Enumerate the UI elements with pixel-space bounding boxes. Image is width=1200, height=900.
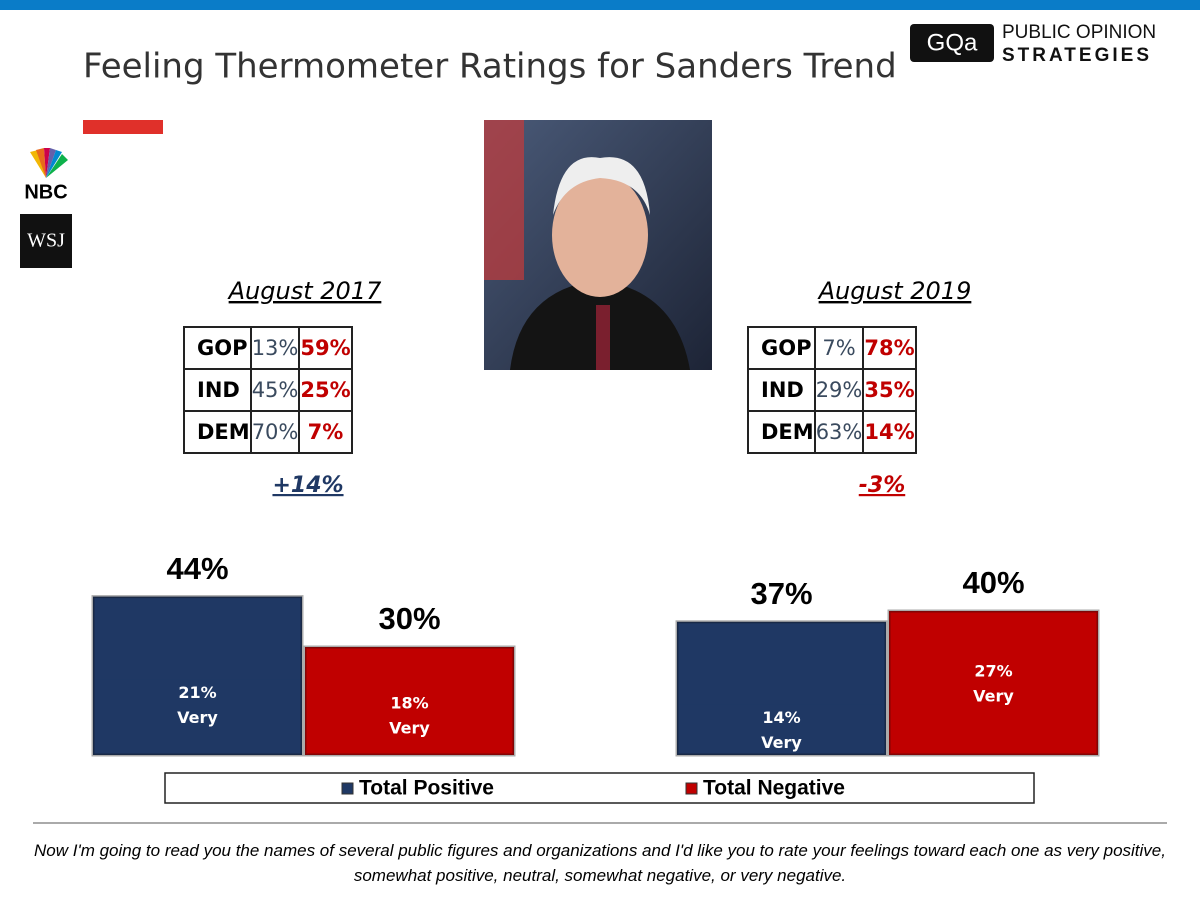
very-label: Very xyxy=(389,719,430,738)
accent xyxy=(83,120,163,134)
value-label: 37% xyxy=(750,576,812,611)
very-segment xyxy=(891,657,1096,753)
table-body: GOP 13% 59% IND 45% 25% DEM 70% 7% xyxy=(183,326,353,454)
portrait xyxy=(484,120,712,370)
net-change: +14% xyxy=(272,473,343,498)
table-cell: 59% xyxy=(298,326,353,370)
table-cell: 7% xyxy=(298,410,353,454)
table-cell: 78% xyxy=(862,326,917,370)
very-label: 18% xyxy=(390,694,428,713)
slide-title: Feeling Thermometer Ratings for Sanders … xyxy=(83,47,897,87)
table-cell: 25% xyxy=(298,368,353,412)
footnote: Now I'm going to read you the names of s… xyxy=(34,841,1166,885)
table-cell: 63% xyxy=(813,410,865,454)
table-cell: DEM xyxy=(747,410,816,454)
logo-mark: GQa xyxy=(927,29,978,56)
legend-marker xyxy=(341,782,354,795)
net-change: -3% xyxy=(859,473,905,498)
table-cell: 29% xyxy=(813,368,865,412)
very-segment xyxy=(307,690,512,753)
data-table: GOP 7% 78% IND 29% 35% DEM 63% 14% xyxy=(747,326,917,454)
data-table: GOP 13% 59% IND 45% 25% DEM 70% 7% xyxy=(183,326,353,454)
table-cell: GOP xyxy=(183,326,252,370)
table-cell: DEM xyxy=(183,410,252,454)
very-label: Very xyxy=(761,733,802,752)
table-row: GOP 7% 78% xyxy=(747,326,917,370)
table-title: August 2017 xyxy=(227,277,382,305)
very-segment xyxy=(679,704,884,753)
table-cell: 7% xyxy=(813,326,865,370)
table-cell: 14% xyxy=(862,410,917,454)
table-cell: GOP xyxy=(747,326,816,370)
table-cell: 70% xyxy=(249,410,301,454)
nbc-text: NBC xyxy=(24,181,67,203)
logo-text: PUBLIC OPINION xyxy=(1002,22,1156,43)
legend-marker xyxy=(685,782,698,795)
table-cell: IND xyxy=(747,368,816,412)
table-body: GOP 7% 78% IND 29% 35% DEM 63% 14% xyxy=(747,326,917,454)
very-label: 14% xyxy=(762,708,800,727)
nbc-logo: NBC xyxy=(24,148,68,203)
table-title: August 2019 xyxy=(817,277,972,305)
table-row: IND 29% 35% xyxy=(747,368,917,412)
table-cell: 45% xyxy=(249,368,301,412)
table-row: DEM 63% 14% xyxy=(747,410,917,454)
very-label: 27% xyxy=(974,661,1012,680)
logo-text: STRATEGIES xyxy=(1002,45,1152,66)
legend-label: Total Negative xyxy=(703,777,845,800)
value-label: 30% xyxy=(378,601,440,636)
very-label: Very xyxy=(177,708,218,727)
wsj-text: WSJ xyxy=(27,230,65,252)
very-segment xyxy=(95,679,300,753)
logo-box xyxy=(910,24,994,62)
very-label: 21% xyxy=(178,683,216,702)
very-label: Very xyxy=(973,686,1014,705)
table-cell: 35% xyxy=(862,368,917,412)
table-row: GOP 13% 59% xyxy=(183,326,353,370)
table-row: IND 45% 25% xyxy=(183,368,353,412)
table-cell: IND xyxy=(183,368,252,412)
value-label: 40% xyxy=(962,565,1024,600)
table-row: DEM 70% 7% xyxy=(183,410,353,454)
value-label: 44% xyxy=(166,551,228,586)
legend-label: Total Positive xyxy=(359,777,494,800)
table-cell: 13% xyxy=(249,326,301,370)
wsj-logo xyxy=(20,214,72,268)
legend xyxy=(164,772,1035,804)
top-bar xyxy=(0,0,1200,10)
